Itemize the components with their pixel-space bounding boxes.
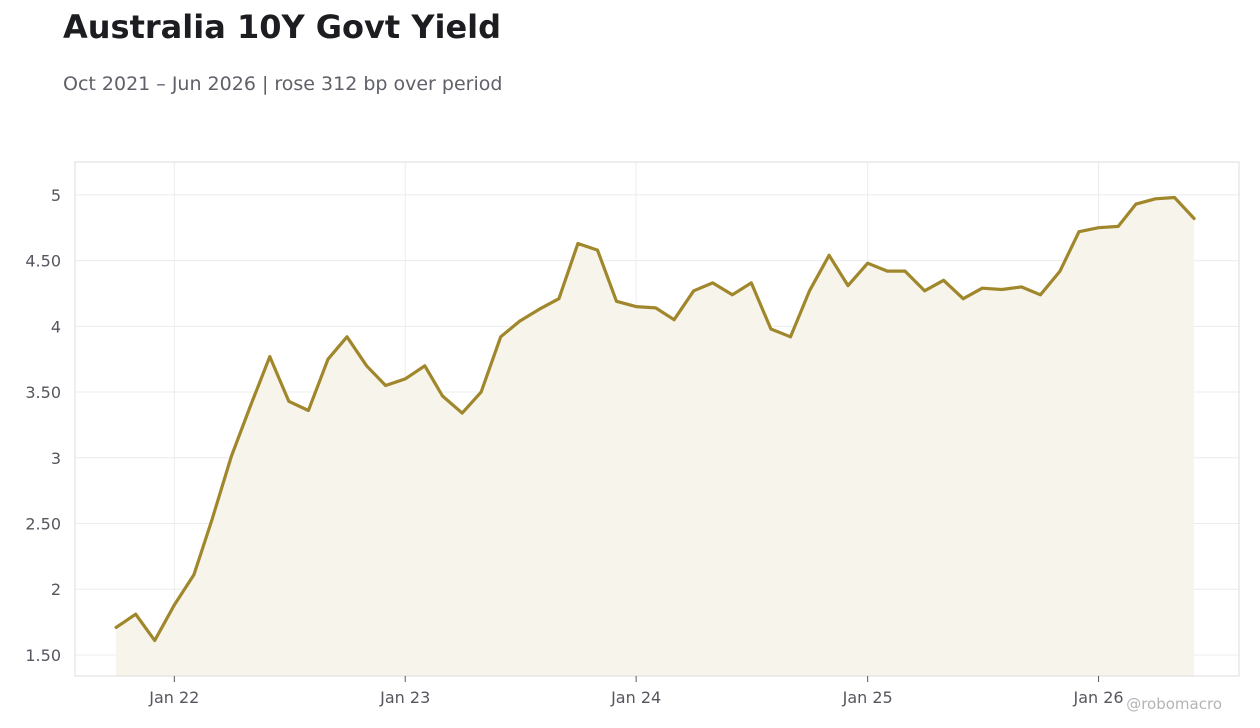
data-point — [1116, 225, 1120, 228]
data-point — [1058, 269, 1062, 273]
data-point — [789, 335, 792, 339]
yield-area-fill — [116, 197, 1195, 676]
data-point — [365, 364, 369, 368]
data-point — [615, 299, 618, 303]
data-point — [846, 284, 850, 287]
data-point — [460, 411, 464, 415]
plot-frame — [74, 161, 1240, 677]
x-tick-label: Jan 24 — [610, 688, 661, 707]
data-point — [1000, 288, 1004, 291]
y-tick-label: 1.50 — [25, 646, 61, 665]
data-point — [596, 248, 599, 252]
data-point — [1134, 202, 1138, 206]
x-tick-label: Jan 23 — [379, 688, 430, 707]
data-point — [749, 281, 753, 285]
data-point — [307, 409, 310, 412]
y-tick-label: 3 — [51, 449, 61, 468]
data-point — [711, 281, 715, 285]
data-point — [808, 289, 811, 293]
data-point — [557, 297, 561, 301]
y-tick-label: 4 — [51, 317, 61, 336]
x-tick-label: Jan 26 — [1073, 688, 1124, 707]
data-point — [634, 305, 638, 309]
data-point — [345, 335, 349, 339]
x-tick-label: Jan 22 — [148, 688, 199, 707]
data-point — [1154, 197, 1157, 201]
data-point — [268, 355, 272, 358]
y-tick-label: 2 — [51, 580, 61, 599]
data-point — [134, 612, 138, 616]
data-point — [287, 399, 291, 403]
data-point — [923, 289, 926, 293]
y-tick-label: 2.50 — [25, 515, 61, 534]
data-point — [172, 603, 176, 607]
data-point — [192, 573, 196, 577]
y-tick-label: 5 — [51, 186, 61, 205]
data-points — [114, 196, 1196, 642]
data-point — [654, 306, 658, 310]
y-axis-ticks: 1.50 2 2.50 3 3.50 4 4.50 5 — [25, 186, 61, 665]
data-point — [1019, 285, 1023, 289]
data-point — [384, 384, 388, 387]
data-point — [153, 639, 157, 642]
data-point — [403, 377, 407, 381]
data-point — [479, 390, 483, 394]
data-point — [903, 269, 907, 273]
chart-title: Australia 10Y Govt Yield — [63, 8, 502, 46]
y-tick-label: 3.50 — [25, 383, 61, 402]
data-point — [1038, 293, 1042, 297]
x-axis-ticks: Jan 22 Jan 23 Jan 24 Jan 25 Jan 26 — [148, 676, 1124, 707]
data-point — [1077, 230, 1081, 234]
data-point — [1097, 226, 1100, 230]
y-tick-label: 4.50 — [25, 252, 61, 271]
data-point — [769, 327, 773, 331]
data-point — [499, 335, 503, 339]
data-point — [885, 269, 889, 273]
data-point — [1192, 217, 1196, 220]
data-point — [942, 278, 945, 282]
x-tick-label: Jan 25 — [842, 688, 893, 707]
data-point — [210, 519, 214, 523]
chart-subtitle: Oct 2021 – Jun 2026 | rose 312 bp over p… — [63, 73, 503, 95]
data-point — [423, 364, 427, 368]
data-point — [730, 293, 734, 297]
data-point — [1173, 196, 1176, 199]
data-point — [518, 319, 522, 323]
data-point — [692, 289, 696, 293]
data-point — [441, 394, 444, 398]
data-point — [576, 242, 580, 245]
data-point — [827, 253, 831, 257]
data-point — [229, 455, 233, 458]
data-point — [248, 405, 252, 408]
data-point — [672, 318, 676, 322]
data-point — [866, 261, 870, 265]
data-point — [114, 625, 118, 629]
data-point — [961, 297, 965, 301]
data-point — [326, 357, 330, 361]
data-point — [980, 286, 984, 290]
watermark: @robomacro — [1126, 695, 1222, 713]
data-point — [537, 307, 541, 311]
